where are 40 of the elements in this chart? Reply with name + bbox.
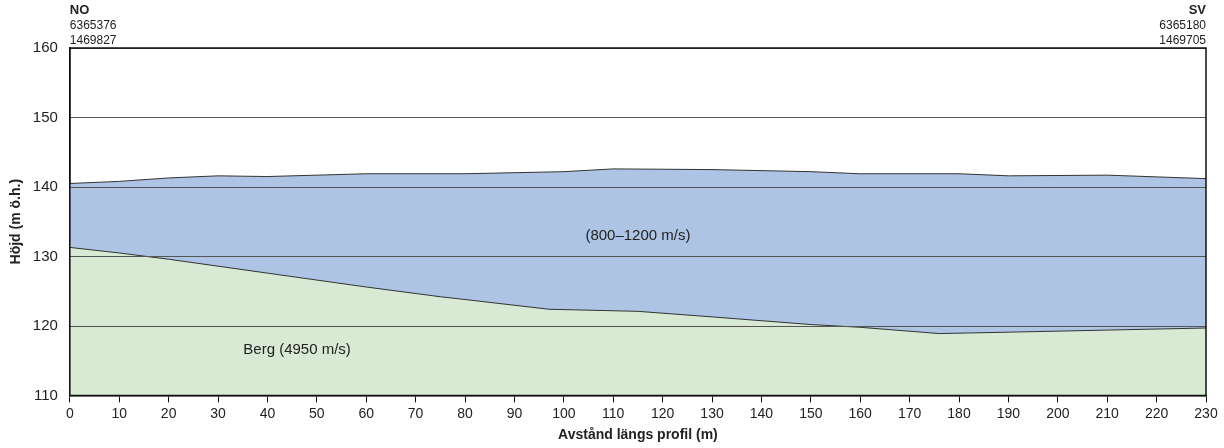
x-tick-label: 130 [700, 404, 724, 421]
y-tick-label: 120 [32, 316, 58, 334]
y-axis-title: Höjd (m ö.h.) [7, 178, 24, 265]
x-tick-label: 90 [506, 404, 523, 421]
y-tick-label: 140 [32, 177, 58, 195]
x-tick-label: 110 [602, 404, 625, 421]
annotation: Berg (4950 m/s) [243, 340, 351, 358]
y-tick-label: 150 [32, 107, 58, 125]
text: NO [69, 2, 90, 17]
text: 1469827 [69, 33, 117, 47]
x-tick-label: 20 [160, 404, 177, 421]
x-tick-label: 150 [799, 404, 823, 421]
text: 6365376 [69, 18, 117, 32]
x-tick-label: 230 [1194, 404, 1218, 421]
x-tick-label: 210 [1095, 404, 1120, 421]
annotation: (800–1200 m/s) [585, 225, 691, 243]
y-tick-label: 130 [32, 246, 58, 264]
x-tick-label: 100 [552, 404, 576, 421]
x-tick-label: 120 [650, 404, 675, 421]
x-tick-label: 80 [457, 404, 474, 421]
x-tick-label: 190 [996, 404, 1021, 421]
x-tick-label: 220 [1144, 404, 1169, 421]
text: 6365180 [1159, 18, 1207, 32]
x-axis-title: Avstånd längs profil (m) [558, 426, 718, 443]
x-tick-label: 40 [259, 404, 276, 421]
x-tick-label: 160 [848, 404, 873, 421]
x-tick-label: 30 [210, 404, 227, 421]
y-tick-label: 160 [32, 38, 58, 56]
text: 1469705 [1159, 33, 1207, 47]
x-tick-label: 50 [309, 404, 325, 421]
text: SV [1188, 2, 1207, 17]
x-tick-label: 0 [65, 404, 74, 421]
x-tick-label: 180 [947, 404, 971, 421]
x-tick-label: 200 [1046, 404, 1070, 421]
x-tick-label: 70 [407, 404, 424, 421]
x-tick-label: 60 [358, 404, 375, 421]
x-tick-label: 170 [897, 404, 922, 421]
x-tick-label: 10 [111, 404, 128, 421]
y-tick-label: 110 [33, 385, 58, 403]
x-tick-label: 140 [749, 404, 774, 421]
